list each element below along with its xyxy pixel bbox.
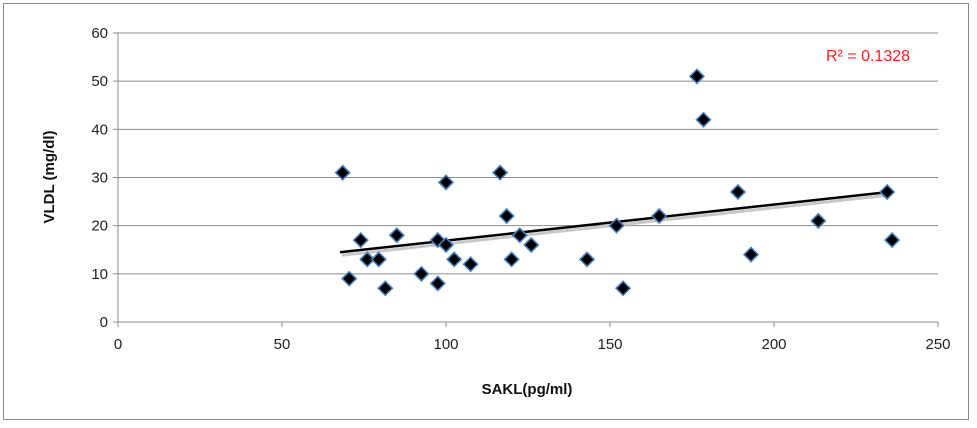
data-point — [879, 183, 896, 201]
x-tick-label: 50 — [274, 336, 291, 353]
r-squared-annotation: R² = 0.1328 — [826, 48, 910, 65]
y-tick-label: 0 — [100, 314, 108, 331]
data-point — [334, 164, 351, 181]
x-tick-label: 100 — [433, 336, 458, 353]
x-tick-label: 0 — [114, 336, 122, 353]
data-point — [359, 251, 376, 268]
data-point — [810, 212, 827, 229]
data-point — [688, 68, 706, 85]
y-tick-label: 30 — [91, 170, 108, 187]
data-point — [614, 280, 632, 297]
data-point — [437, 236, 455, 254]
data-point — [341, 270, 358, 287]
data-point — [377, 280, 394, 297]
data-points — [334, 68, 901, 297]
data-point — [388, 227, 405, 244]
gridlines — [118, 32, 938, 275]
data-point — [437, 174, 455, 191]
data-point — [498, 207, 515, 225]
data-point — [370, 251, 387, 268]
axes — [113, 32, 939, 327]
x-tick-label: 150 — [597, 336, 622, 353]
data-point — [523, 236, 540, 254]
data-point — [883, 231, 901, 249]
data-point — [578, 251, 596, 268]
x-tick-label: 250 — [925, 336, 950, 353]
data-point — [651, 207, 668, 225]
data-point — [462, 256, 479, 273]
y-tick-label: 40 — [91, 121, 108, 138]
data-point — [491, 164, 509, 181]
data-point — [352, 231, 369, 249]
data-point — [503, 251, 520, 268]
data-point — [511, 227, 528, 244]
tick-labels: 0 10 20 30 40 50 60 0 50 100 150 200 250 — [91, 25, 950, 353]
data-point — [413, 265, 430, 282]
data-point — [608, 217, 625, 234]
data-point — [742, 246, 760, 263]
x-axis-title: SAKL(pg/ml) — [482, 381, 573, 398]
data-point — [429, 231, 446, 249]
data-point — [446, 251, 463, 268]
x-tick-label: 200 — [761, 336, 786, 353]
y-tick-label: 10 — [91, 266, 108, 283]
data-point — [429, 275, 446, 292]
y-tick-label: 50 — [91, 73, 108, 90]
y-tick-label: 60 — [91, 25, 108, 42]
data-point — [729, 183, 747, 201]
y-axis-title: VLDL (mg/dl) — [41, 130, 58, 223]
y-tick-label: 20 — [91, 218, 108, 235]
data-point — [695, 111, 712, 128]
chart-frame — [3, 3, 969, 420]
